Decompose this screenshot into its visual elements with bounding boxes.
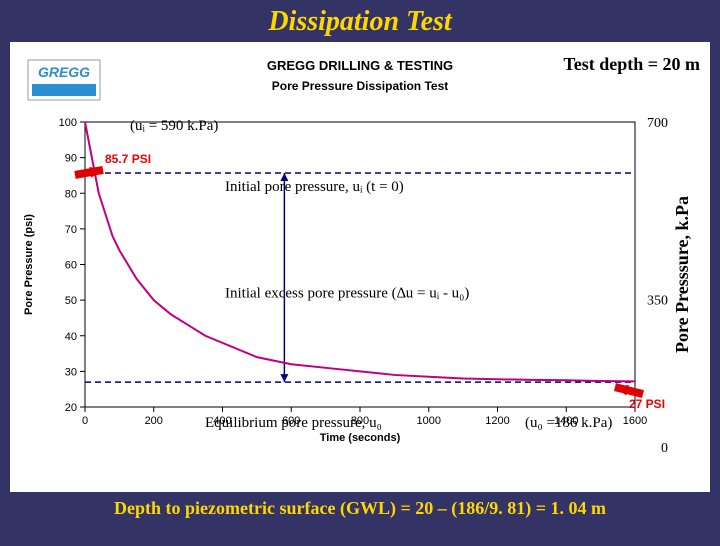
svg-text:Equilibrium pore pressure, u₀: Equilibrium pore pressure, u₀ — [205, 415, 382, 431]
dissipation-chart: GREGG GREGG DRILLING & TESTING Pore Pressu… — [10, 42, 710, 492]
svg-text:85.7 PSI: 85.7 PSI — [105, 152, 151, 166]
svg-text:0: 0 — [82, 415, 88, 427]
svg-text:700: 700 — [647, 116, 668, 131]
svg-text:200: 200 — [145, 415, 163, 427]
svg-text:Pore Pressure Dissipation Test: Pore Pressure Dissipation Test — [272, 79, 449, 93]
svg-text:1000: 1000 — [417, 415, 441, 427]
svg-text:(u₀ =186 k.Pa): (u₀ =186 k.Pa) — [525, 415, 612, 431]
chart-container: GREGG GREGG DRILLING & TESTING Pore Pressu… — [10, 42, 710, 492]
svg-text:80: 80 — [65, 188, 77, 200]
svg-text:GREGG DRILLING & TESTING: GREGG DRILLING & TESTING — [267, 58, 453, 73]
svg-text:100: 100 — [59, 117, 77, 129]
svg-text:1600: 1600 — [623, 415, 647, 427]
page-title: Dissipation Test — [0, 6, 720, 38]
svg-text:Test depth = 20 m: Test depth = 20 m — [563, 54, 700, 74]
svg-text:40: 40 — [65, 331, 77, 343]
svg-text:Time (seconds): Time (seconds) — [320, 432, 401, 444]
svg-text:Initial pore pressure, uᵢ (t =: Initial pore pressure, uᵢ (t = 0) — [225, 179, 404, 195]
svg-text:70: 70 — [65, 224, 77, 236]
svg-text:27 PSI: 27 PSI — [629, 397, 665, 411]
svg-text:50: 50 — [65, 295, 77, 307]
svg-text:GREGG: GREGG — [38, 64, 90, 80]
svg-text:(uᵢ = 590 k.Pa): (uᵢ = 590 k.Pa) — [130, 118, 218, 134]
svg-text:Initial excess pore pressure (: Initial excess pore pressure (∆u = uᵢ - … — [225, 286, 469, 302]
svg-text:0: 0 — [661, 441, 668, 456]
svg-text:30: 30 — [65, 366, 77, 378]
footer-calc: Depth to piezometric surface (GWL) = 20 … — [0, 498, 720, 519]
svg-text:1200: 1200 — [485, 415, 509, 427]
svg-text:Pore Presssure, k.Pa: Pore Presssure, k.Pa — [672, 196, 692, 353]
svg-text:20: 20 — [65, 402, 77, 414]
svg-text:Pore Pressure (psi): Pore Pressure (psi) — [23, 214, 35, 315]
svg-text:350: 350 — [647, 294, 668, 309]
svg-text:60: 60 — [65, 260, 77, 272]
svg-text:90: 90 — [65, 153, 77, 165]
